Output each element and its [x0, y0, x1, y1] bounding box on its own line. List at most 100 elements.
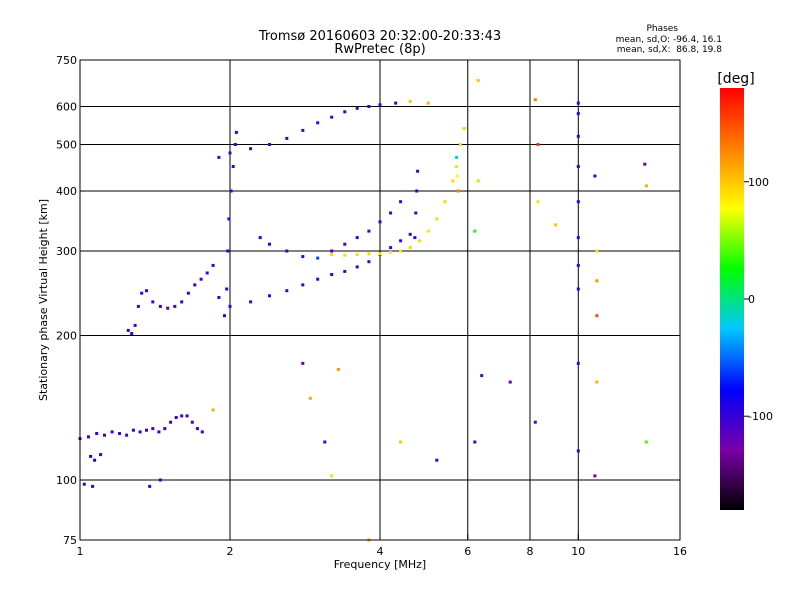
data-point: [378, 220, 382, 224]
data-point: [378, 252, 382, 256]
y-tick-label: 300: [56, 245, 77, 258]
data-point: [480, 374, 484, 378]
data-point: [285, 249, 289, 253]
data-point: [355, 236, 359, 240]
data-point: [426, 101, 430, 105]
data-point: [185, 414, 189, 418]
data-point: [399, 440, 403, 444]
data-point: [576, 200, 580, 204]
colorbar-label: [deg]: [717, 71, 754, 87]
data-point: [508, 380, 512, 384]
data-point: [456, 189, 460, 193]
colorbar-tick-label: 0: [748, 293, 755, 306]
data-point: [186, 291, 190, 295]
data-point: [180, 414, 184, 418]
data-point: [576, 134, 580, 138]
data-point: [443, 200, 447, 204]
colorbar-tick-label: 100: [748, 176, 769, 189]
data-point: [145, 428, 148, 432]
data-point: [223, 314, 226, 318]
data-point: [316, 256, 320, 260]
data-point: [413, 236, 417, 240]
data-point: [126, 328, 130, 332]
data-point: [268, 294, 271, 298]
data-point: [249, 147, 253, 151]
chart-title: Tromsø 20160603 20:32:00-20:33:43: [258, 29, 501, 44]
data-point: [533, 98, 537, 102]
data-point: [355, 265, 359, 269]
data-point: [268, 143, 271, 146]
data-point: [193, 283, 197, 287]
data-point: [226, 249, 230, 253]
x-tick-label: 2: [227, 545, 234, 558]
data-point: [217, 296, 221, 299]
data-point: [473, 229, 477, 233]
data-point: [389, 246, 393, 250]
data-point: [211, 408, 215, 412]
x-tick-label: 8: [527, 545, 534, 558]
data-point: [103, 433, 106, 437]
data-point: [378, 103, 382, 107]
data-point: [389, 211, 393, 215]
data-point: [190, 420, 194, 424]
data-point: [228, 304, 232, 308]
data-point: [455, 155, 459, 159]
y-tick-label: 500: [56, 139, 77, 152]
data-point: [316, 277, 320, 281]
data-point: [593, 174, 597, 178]
data-point: [408, 99, 412, 103]
data-point: [389, 250, 393, 254]
data-point: [418, 239, 421, 243]
data-point: [301, 128, 305, 132]
chart-subtitle: RwPretec (8p): [334, 42, 425, 57]
data-point: [285, 136, 289, 140]
stats-line-x: mean, sd,X: 86.8, 19.8: [617, 45, 723, 55]
data-point: [158, 304, 162, 308]
data-point: [87, 435, 90, 439]
data-point: [249, 300, 253, 304]
data-point: [330, 115, 334, 119]
y-tick-label: 400: [56, 185, 77, 198]
x-axis-label: Frequency [MHz]: [334, 558, 426, 571]
y-tick-label: 75: [63, 534, 77, 547]
data-point: [93, 458, 97, 462]
data-point: [211, 263, 215, 267]
data-point: [576, 263, 580, 267]
data-point: [225, 287, 229, 291]
data-point: [554, 223, 557, 227]
data-point: [367, 252, 371, 256]
data-point: [536, 200, 540, 204]
stats-line-o: mean, sd,O: -96.4, 16.1: [616, 35, 722, 45]
colorbar-tick-label: -100: [748, 410, 773, 423]
data-point: [426, 229, 430, 233]
data-point: [355, 253, 359, 256]
data-point: [301, 283, 305, 287]
data-point: [163, 427, 167, 431]
data-point: [91, 484, 95, 488]
data-point: [399, 239, 403, 243]
data-point: [473, 440, 477, 444]
data-point: [174, 416, 178, 419]
data-point: [285, 289, 289, 293]
data-point: [451, 179, 455, 183]
data-point: [229, 189, 233, 193]
data-point: [595, 279, 599, 283]
data-point: [576, 287, 580, 291]
data-point: [148, 484, 152, 488]
data-point: [268, 242, 271, 246]
data-point: [476, 78, 480, 82]
y-tick-label: 100: [56, 474, 77, 487]
data-point: [435, 217, 439, 221]
data-point: [593, 474, 597, 478]
data-point: [133, 323, 137, 327]
y-tick-label: 600: [56, 101, 77, 114]
data-point: [205, 271, 209, 275]
data-point: [367, 105, 371, 108]
data-point: [131, 428, 135, 432]
data-point: [158, 478, 162, 482]
data-point: [200, 430, 204, 434]
data-points: [78, 78, 648, 542]
data-point: [343, 110, 347, 114]
data-point: [157, 430, 161, 434]
